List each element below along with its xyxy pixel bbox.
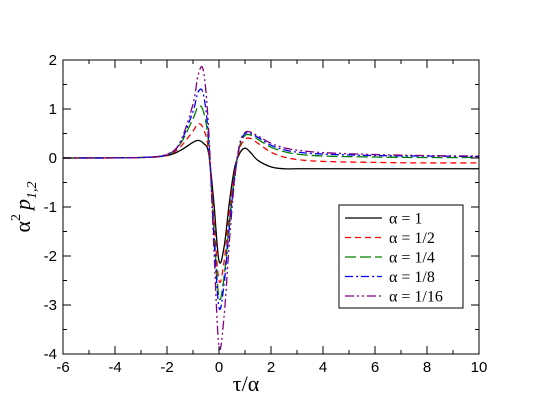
series-line-1: [62, 139, 479, 264]
legend-label-4: α = 1/8: [389, 269, 435, 286]
series-line-5: [62, 65, 480, 350]
y-tick-label: 2: [49, 52, 57, 69]
y-tick-label: 0: [49, 150, 57, 167]
x-tick-label: 4: [319, 359, 327, 376]
x-tick-label: -6: [56, 359, 69, 376]
x-tick-label: 0: [215, 359, 223, 376]
x-tick-label: 2: [267, 359, 275, 376]
x-tick-label: 10: [471, 359, 488, 376]
x-axis-title: τ/α: [233, 371, 260, 396]
legend-label-3: α = 1/4: [389, 250, 435, 267]
axis-ticks: [62, 59, 480, 355]
y-axis-title-sub: 1,2: [25, 181, 40, 199]
legend: α = 1 α = 1/2 α = 1/4 α = 1/8 α = 1/16: [338, 204, 464, 309]
y-axis-title: α2 p1,2: [9, 181, 40, 232]
x-tick-label: -2: [160, 359, 173, 376]
y-tick-label: 1: [49, 101, 57, 118]
y-tick-label: -3: [44, 297, 57, 314]
y-tick-label: -4: [44, 346, 57, 363]
x-tick-label: -4: [108, 359, 121, 376]
x-tick-label: 6: [371, 359, 379, 376]
y-axis-title-main: p: [10, 199, 35, 212]
y-tick-label: -2: [44, 248, 57, 265]
y-axis-title-sup: 2: [9, 214, 24, 221]
x-tick-label: 8: [423, 359, 431, 376]
legend-box: [338, 204, 464, 309]
legend-label-5: α = 1/16: [389, 289, 443, 306]
plot-lines: [62, 65, 480, 350]
y-tick-label: -1: [44, 199, 57, 216]
legend-label-2: α = 1/2: [389, 230, 435, 247]
legend-label-1: α = 1: [389, 211, 422, 228]
series-line-4: [62, 88, 480, 310]
y-axis-title-base: α: [10, 221, 35, 233]
